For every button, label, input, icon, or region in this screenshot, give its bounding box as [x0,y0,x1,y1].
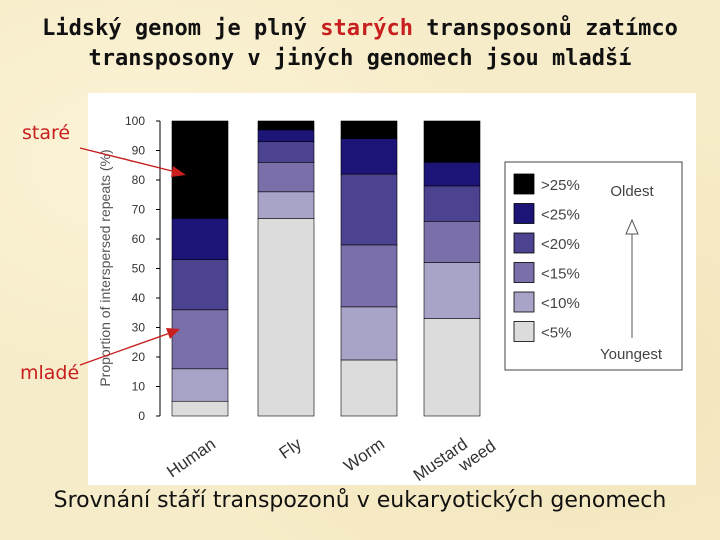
old-arrow [79,147,177,173]
y-tick-label: 40 [132,291,146,305]
bar-segment [171,400,229,417]
bar-segment [340,244,398,308]
bar-segment [257,141,315,163]
legend-label: <10% [541,295,580,312]
legend-swatch [513,173,535,195]
bar-segment [423,262,481,319]
bar-segment [171,309,229,370]
bar-segment [257,191,315,219]
label-young: mladé [20,362,80,384]
legend-swatch [513,321,535,342]
title-highlight: starých [320,16,413,41]
legend-label: >25% [541,177,580,194]
legend-swatch [513,291,535,313]
bar-segment [423,185,481,222]
y-tick-label: 100 [125,114,145,128]
bar-segment [257,162,315,193]
bar-segment [340,138,398,175]
y-tick-label: 20 [132,350,146,364]
bar-segment [340,306,398,361]
bar-segment [171,120,229,219]
legend-oldest-label: Oldest [610,183,654,200]
legend-swatch [513,262,535,283]
y-tick-label: 30 [132,321,146,335]
bar-segment [423,162,481,187]
y-tick-label: 90 [132,144,146,158]
bar-segment [340,173,398,246]
y-tick-label: 0 [138,409,145,423]
bar-segment [257,218,315,417]
bar-segment [340,359,398,417]
young-arrowhead [166,328,180,339]
y-tick-label: 50 [132,262,146,276]
title-line-2: transposony v jiných genomech jsou mladš… [88,46,632,71]
label-old: staré [22,122,71,144]
title-line-1: Lidský genom je plný starých transposonů… [42,16,678,41]
legend-label: <5% [541,325,571,342]
legend-label: <20% [541,236,580,253]
bar-segment [423,120,481,163]
legend-swatch [513,232,535,254]
legend-box [504,161,683,371]
y-tick-label: 70 [132,203,146,217]
bar-segment [257,120,315,131]
legend-label: <15% [541,266,580,283]
legend-swatch [513,203,535,224]
old-arrowhead [171,166,186,177]
y-tick-label: 80 [132,173,146,187]
bar-segment [340,120,398,140]
y-axis-label: Proportion of interspersed repeats (%) [97,149,113,386]
bar-segment [423,318,481,417]
page-title: Lidský genom je plný starých transposonů… [0,14,720,74]
legend-youngest-label: Youngest [600,346,663,363]
bar-segment [171,218,229,260]
legend-age-arrowhead [625,218,639,235]
bar-segment [171,368,229,402]
caption: Srovnání stáří transpozonů v eukaryotick… [53,488,667,513]
young-arrow [79,332,171,366]
bar-segment [171,259,229,311]
bar-segment [423,221,481,263]
legend-label: <25% [541,207,580,224]
y-tick-label: 10 [132,380,146,394]
y-tick-label: 60 [132,232,146,246]
bar-segment [257,129,315,142]
